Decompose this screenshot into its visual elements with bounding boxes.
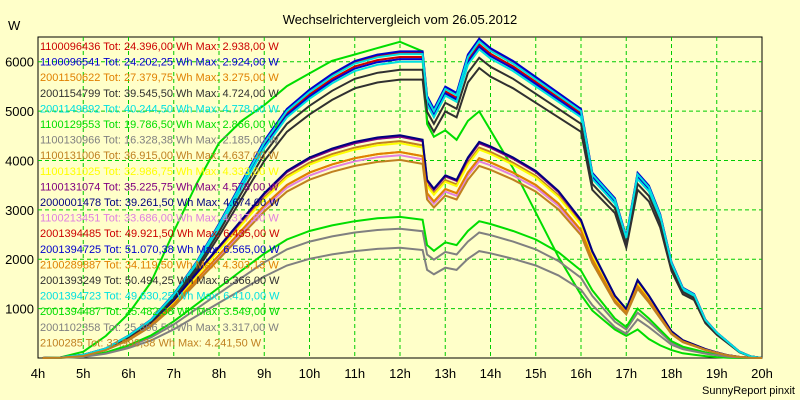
- x-tick-label: 10h: [299, 366, 321, 381]
- legend-entry: 1100131074 Tot: 35.225,75 Wh Max: 4.578,…: [40, 181, 279, 193]
- series-line: [42, 215, 763, 359]
- legend-entry: 2001393249 Tot: 50.494,25 Wh Max: 6.366,…: [40, 275, 280, 287]
- legend-entry: 2001150622 Tot: 27.379,75 Wh Max: 3.275,…: [40, 72, 279, 84]
- x-tick-label: 5h: [76, 366, 90, 381]
- y-tick-label: 4000: [5, 153, 34, 168]
- series-line: [42, 158, 763, 359]
- x-tick-label: 17h: [615, 366, 637, 381]
- series-lines: [42, 37, 763, 359]
- x-tick-label: 20h: [751, 366, 773, 381]
- series-line: [42, 66, 763, 359]
- x-tick-label: 8h: [212, 366, 226, 381]
- x-tick-label: 18h: [661, 366, 683, 381]
- legend-entry: 1100096436 Tot: 24.396,00 Wh Max: 2.938,…: [40, 41, 279, 53]
- series-line: [42, 56, 763, 359]
- x-tick-label: 7h: [167, 366, 181, 381]
- y-axis-label: W: [8, 18, 21, 33]
- series-line: [42, 39, 763, 359]
- legend-entry: 1100131006 Tot: 36.915,00 Wh Max: 4.637,…: [40, 150, 279, 162]
- legend-entry: 2001394725 Tot: 51.070,38 Wh Max: 6.565,…: [40, 244, 280, 256]
- chart-title: Wechselrichtervergleich vom 26.05.2012: [283, 12, 518, 27]
- x-tick-label: 13h: [434, 366, 456, 381]
- legend-entry: 2001149892 Tot: 40.244,50 Wh Max: 4.778,…: [40, 103, 279, 115]
- legend-entry: 2001102358 Tot: 25.366,50 Wh Max: 3.317,…: [40, 322, 279, 334]
- series-line: [42, 40, 762, 359]
- x-tick-label: 11h: [344, 366, 365, 381]
- legend-entry: 1100129553 Tot: 19.786,50 Wh Max: 2.866,…: [40, 119, 279, 131]
- y-tick-label: 6000: [5, 55, 34, 70]
- legend-entry: 1100130966 Tot: 16.328,38 Wh Max: 2.185,…: [40, 135, 279, 147]
- x-tick-label: 4h: [31, 366, 45, 381]
- x-tick-label: 15h: [525, 366, 547, 381]
- legend-entry: 2001394485 Tot: 49.921,50 Wh Max: 6.435,…: [40, 228, 280, 240]
- y-tick-label: 3000: [5, 203, 34, 218]
- credit-text: SunnyReport pinxit: [702, 385, 795, 397]
- legend-entry: 2001154799 Tot: 39.545,50 Wh Max: 4.724,…: [40, 88, 279, 100]
- legend-entry: 2001394487 Tot: 25.482,38 Wh Max: 3.549,…: [40, 306, 280, 318]
- x-tick-label: 16h: [570, 366, 592, 381]
- x-tick-label: 6h: [121, 366, 135, 381]
- x-tick-label: 9h: [257, 366, 271, 381]
- y-tick-label: 1000: [5, 302, 34, 317]
- x-tick-label: 14h: [480, 366, 502, 381]
- legend: 1100096436 Tot: 24.396,00 Wh Max: 2.938,…: [40, 41, 280, 349]
- legend-entry: 1100096541 Tot: 24.202,25 Wh Max: 2.924,…: [40, 57, 279, 69]
- legend-entry: 2100289887 Tot: 34.119,50 Wh Max: 4.303,…: [40, 259, 279, 271]
- legend-entry: 2000001478 Tot: 39.261,50 Wh Max: 4.674,…: [40, 197, 280, 209]
- series-line: [42, 246, 763, 359]
- series-line: [42, 134, 763, 359]
- legend-entry: 1100131025 Tot: 32.986,75 Wh Max: 4.333,…: [40, 166, 279, 178]
- legend-entry: 2100285 Tot: 33.998,38 Wh Max: 4.241,50 …: [40, 337, 262, 349]
- axes: 1000 2000 3000 4000 5000 6000 4h 5h 6h 7h 8h 9h 10h 1…: [5, 55, 773, 381]
- legend-entry: 2001394723 Tot: 49.630,25 Wh Max: 6.410,…: [40, 291, 280, 303]
- legend-entry: 1100213451 Tot: 33.686,00 Wh Max: 4.317,…: [40, 213, 279, 225]
- series-line: [42, 227, 763, 359]
- x-tick-label: 19h: [706, 366, 728, 381]
- y-tick-label: 5000: [5, 104, 34, 119]
- y-tick-label: 2000: [5, 252, 34, 267]
- x-tick-label: 12h: [389, 366, 411, 381]
